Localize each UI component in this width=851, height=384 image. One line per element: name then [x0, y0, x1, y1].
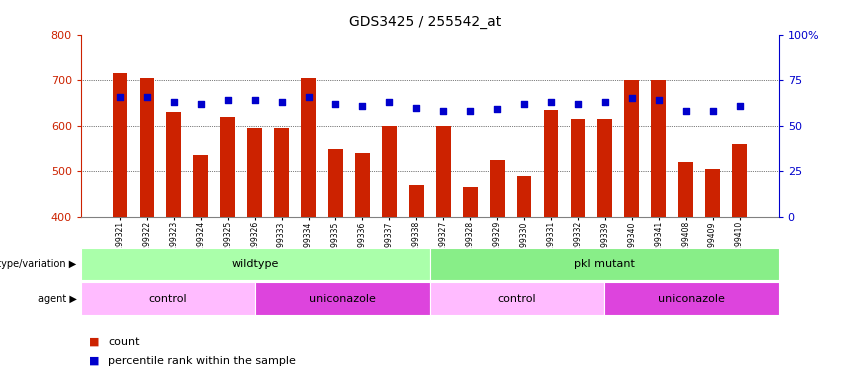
Bar: [382, 126, 397, 217]
Point: [733, 103, 746, 109]
Bar: [167, 112, 181, 217]
Point: [113, 94, 127, 100]
Point: [167, 99, 180, 105]
Point: [140, 94, 154, 100]
Bar: [463, 187, 477, 217]
Text: ■: ■: [89, 356, 100, 366]
Point: [679, 108, 693, 114]
Bar: [489, 160, 505, 217]
Point: [571, 101, 585, 107]
Bar: [220, 117, 235, 217]
Bar: [248, 128, 262, 217]
Bar: [408, 185, 424, 217]
Bar: [81, 282, 255, 315]
Point: [328, 101, 342, 107]
Bar: [355, 153, 370, 217]
Bar: [625, 80, 639, 217]
Bar: [255, 282, 430, 315]
Text: control: control: [498, 293, 536, 304]
Point: [490, 106, 504, 113]
Point: [383, 99, 397, 105]
Bar: [81, 248, 430, 280]
Text: wildtype: wildtype: [231, 259, 279, 269]
Bar: [274, 128, 289, 217]
Bar: [570, 119, 585, 217]
Bar: [193, 156, 208, 217]
Bar: [678, 162, 693, 217]
Bar: [604, 282, 779, 315]
Bar: [430, 248, 779, 280]
Point: [275, 99, 288, 105]
Bar: [517, 176, 531, 217]
Bar: [301, 78, 316, 217]
Point: [625, 95, 638, 101]
Point: [356, 103, 369, 109]
Point: [652, 97, 665, 103]
Text: genotype/variation ▶: genotype/variation ▶: [0, 259, 77, 269]
Bar: [430, 282, 604, 315]
Bar: [436, 126, 451, 217]
Text: GDS3425 / 255542_at: GDS3425 / 255542_at: [350, 15, 501, 29]
Point: [544, 99, 557, 105]
Bar: [651, 80, 666, 217]
Point: [221, 97, 235, 103]
Point: [517, 101, 531, 107]
Point: [705, 108, 719, 114]
Point: [302, 94, 316, 100]
Bar: [597, 119, 612, 217]
Text: pkl mutant: pkl mutant: [574, 259, 635, 269]
Point: [194, 101, 208, 107]
Text: uniconazole: uniconazole: [658, 293, 725, 304]
Point: [598, 99, 612, 105]
Point: [248, 97, 261, 103]
Text: control: control: [149, 293, 187, 304]
Bar: [140, 78, 154, 217]
Point: [409, 104, 423, 111]
Text: ■: ■: [89, 337, 100, 347]
Bar: [112, 73, 128, 217]
Text: uniconazole: uniconazole: [309, 293, 376, 304]
Bar: [732, 144, 747, 217]
Text: agent ▶: agent ▶: [37, 293, 77, 304]
Point: [437, 108, 450, 114]
Text: percentile rank within the sample: percentile rank within the sample: [108, 356, 296, 366]
Point: [463, 108, 477, 114]
Bar: [705, 169, 720, 217]
Bar: [328, 149, 343, 217]
Text: count: count: [108, 337, 140, 347]
Bar: [544, 110, 558, 217]
